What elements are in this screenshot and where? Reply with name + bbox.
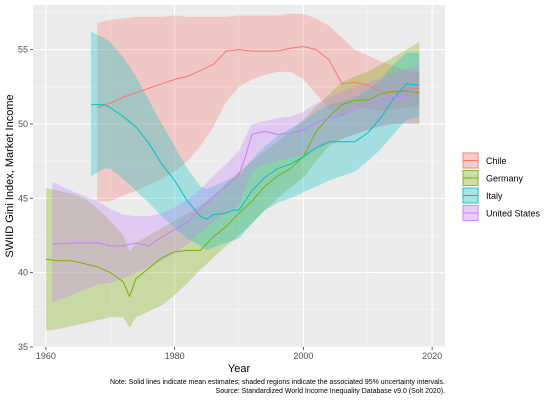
line-layer xyxy=(45,46,420,297)
united-states-legend-label: United States xyxy=(486,209,541,219)
caption-note: Note: Solid lines indicate mean estimate… xyxy=(110,379,445,386)
y-tick-label: 50 xyxy=(18,119,28,129)
germany-line xyxy=(45,90,420,297)
y-tick-label: 45 xyxy=(18,193,28,203)
y-tick-label: 40 xyxy=(18,268,28,278)
ribbon-layer xyxy=(45,13,420,331)
chile-ribbon xyxy=(97,13,420,202)
x-tick-label: 2020 xyxy=(422,351,442,361)
axis-layer: 1960 1980 2000 2020 35 40 45 50 55 xyxy=(18,45,442,361)
chile-line xyxy=(97,46,420,109)
x-tick-label: 1960 xyxy=(36,351,56,361)
chile-legend-label: Chile xyxy=(486,156,507,166)
grid-layer xyxy=(33,5,445,348)
caption-source: Source: Standardized World Income Inequa… xyxy=(216,388,446,395)
germany-ribbon xyxy=(45,42,420,331)
legend: Chile Germany Italy United States xyxy=(462,152,541,222)
italy-line xyxy=(90,83,420,220)
x-tick-label: 1980 xyxy=(165,351,185,361)
united-states-line xyxy=(52,93,420,247)
y-axis-title: SWIID Gini Index, Market Income xyxy=(4,94,16,257)
united-states-ribbon xyxy=(52,64,420,303)
x-tick-label: 2000 xyxy=(293,351,313,361)
y-tick-label: 55 xyxy=(18,45,28,55)
germany-legend-label: Germany xyxy=(486,174,524,184)
y-tick-label: 35 xyxy=(18,342,28,352)
italy-legend-label: Italy xyxy=(486,191,503,201)
italy-ribbon xyxy=(90,31,420,251)
x-axis-title: Year xyxy=(228,363,251,375)
